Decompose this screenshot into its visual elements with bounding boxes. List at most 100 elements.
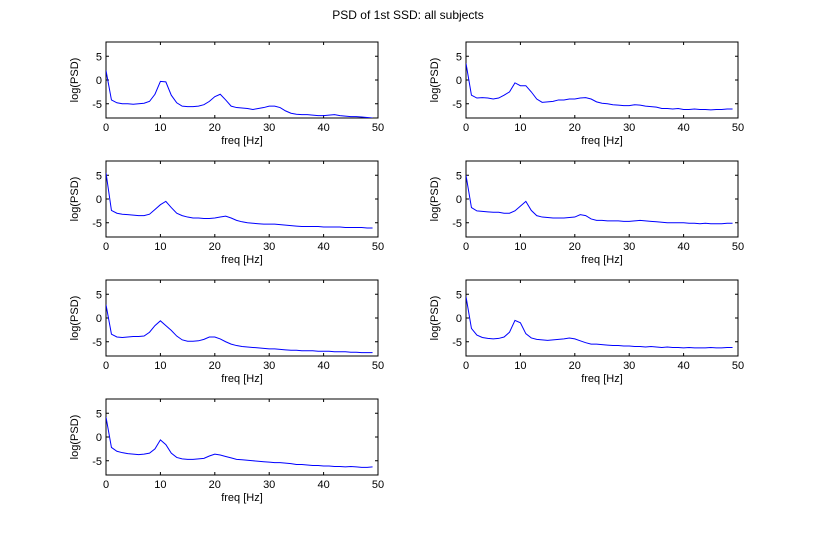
x-axis-label: freq [Hz] (581, 373, 623, 385)
x-axis-label: freq [Hz] (221, 492, 263, 504)
x-tick-label: 30 (623, 122, 635, 134)
x-tick-label: 10 (514, 122, 526, 134)
x-tick-label: 0 (463, 122, 469, 134)
y-tick-label: 5 (96, 51, 102, 63)
x-tick-label: 40 (677, 122, 689, 134)
x-tick-label: 40 (317, 360, 329, 372)
psd-series-line (106, 70, 373, 118)
y-tick-label: -5 (452, 337, 462, 349)
y-tick-label: 0 (456, 194, 462, 206)
x-tick-label: 50 (732, 241, 744, 253)
x-tick-label: 10 (154, 360, 166, 372)
x-axis-label: freq [Hz] (581, 135, 623, 147)
axes-frame (465, 160, 739, 238)
y-axis-label: log(PSD) (69, 415, 81, 460)
x-tick-label: 20 (569, 241, 581, 253)
x-tick-label: 30 (623, 360, 635, 372)
x-tick-label: 10 (514, 241, 526, 253)
x-tick-label: 0 (463, 360, 469, 372)
x-tick-label: 10 (154, 122, 166, 134)
x-tick-label: 40 (677, 241, 689, 253)
x-tick-label: 30 (263, 360, 275, 372)
x-tick-label: 0 (103, 479, 109, 491)
x-tick-label: 50 (372, 122, 384, 134)
axes-frame (105, 279, 379, 357)
psd-series-line (106, 172, 373, 229)
y-tick-label: -5 (92, 218, 102, 230)
axes-frame (105, 41, 379, 119)
psd-series-line (106, 304, 373, 354)
y-tick-label: 5 (456, 170, 462, 182)
y-tick-label: 5 (96, 170, 102, 182)
x-tick-label: 0 (463, 241, 469, 253)
x-tick-label: 0 (103, 241, 109, 253)
y-tick-label: 5 (456, 51, 462, 63)
y-axis-label: log(PSD) (69, 58, 81, 103)
psd-series-line (466, 63, 733, 111)
y-tick-label: 0 (456, 75, 462, 87)
x-tick-label: 40 (317, 241, 329, 253)
x-tick-label: 50 (732, 360, 744, 372)
axes-frame (465, 279, 739, 357)
y-tick-label: 0 (96, 313, 102, 325)
x-tick-label: 30 (263, 479, 275, 491)
y-tick-label: -5 (92, 456, 102, 468)
x-axis-label: freq [Hz] (221, 254, 263, 266)
figure-title: PSD of 1st SSD: all subjects (332, 8, 483, 22)
y-tick-label: -5 (452, 218, 462, 230)
x-tick-label: 10 (154, 479, 166, 491)
y-axis-label: log(PSD) (429, 58, 441, 103)
y-tick-label: 0 (96, 432, 102, 444)
y-tick-label: -5 (452, 99, 462, 111)
y-tick-label: 0 (96, 194, 102, 206)
x-tick-label: 30 (263, 122, 275, 134)
x-tick-label: 20 (209, 479, 221, 491)
x-tick-label: 20 (209, 122, 221, 134)
x-tick-label: 40 (317, 479, 329, 491)
y-tick-label: -5 (92, 337, 102, 349)
psd-series-line (466, 175, 733, 225)
x-axis-label: freq [Hz] (221, 373, 263, 385)
x-tick-label: 50 (732, 122, 744, 134)
x-tick-label: 0 (103, 360, 109, 372)
x-tick-label: 30 (263, 241, 275, 253)
x-tick-label: 10 (154, 241, 166, 253)
x-tick-label: 20 (209, 360, 221, 372)
y-tick-label: 5 (96, 408, 102, 420)
x-tick-label: 50 (372, 360, 384, 372)
psd-series-line (466, 296, 733, 349)
x-tick-label: 50 (372, 479, 384, 491)
y-tick-label: 5 (456, 289, 462, 301)
y-axis-label: log(PSD) (69, 296, 81, 341)
y-tick-label: 0 (456, 313, 462, 325)
x-tick-label: 30 (623, 241, 635, 253)
x-tick-label: 20 (209, 241, 221, 253)
x-tick-label: 20 (569, 360, 581, 372)
x-tick-label: 0 (103, 122, 109, 134)
y-axis-label: log(PSD) (429, 177, 441, 222)
x-tick-label: 40 (317, 122, 329, 134)
y-tick-label: 5 (96, 289, 102, 301)
axes-frame (105, 160, 379, 238)
axes-frame (465, 41, 739, 119)
psd-series-line (106, 416, 373, 468)
y-axis-label: log(PSD) (429, 296, 441, 341)
x-axis-label: freq [Hz] (221, 135, 263, 147)
y-tick-label: 0 (96, 75, 102, 87)
y-axis-label: log(PSD) (69, 177, 81, 222)
x-tick-label: 10 (514, 360, 526, 372)
x-tick-label: 40 (677, 360, 689, 372)
x-tick-label: 50 (372, 241, 384, 253)
x-axis-label: freq [Hz] (581, 254, 623, 266)
y-tick-label: -5 (92, 99, 102, 111)
x-tick-label: 20 (569, 122, 581, 134)
